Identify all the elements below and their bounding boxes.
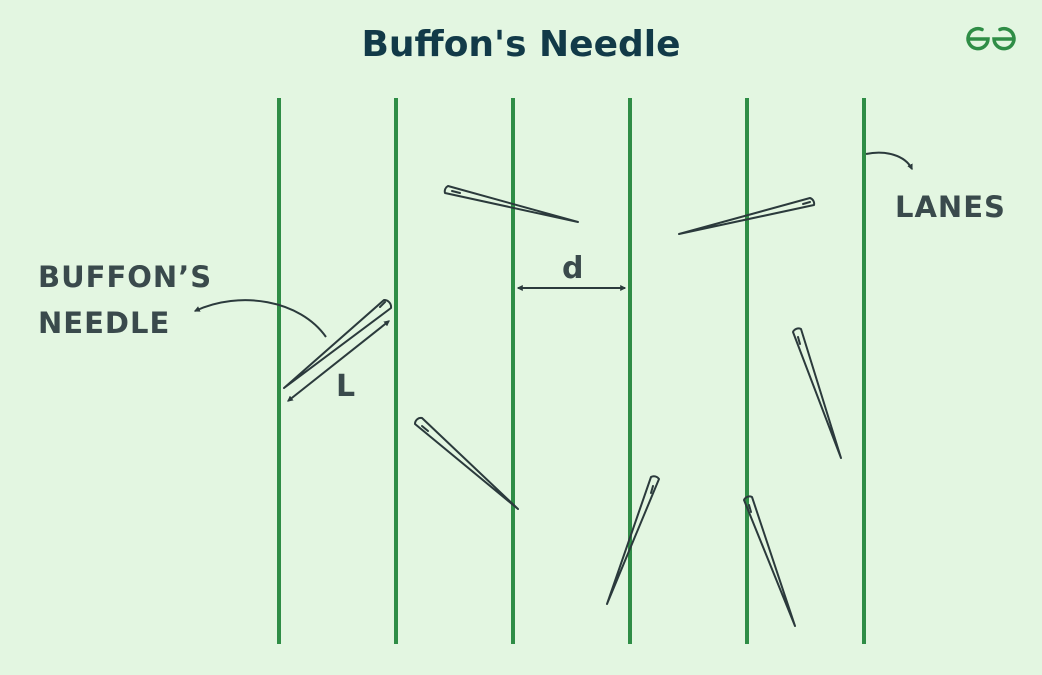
gfg-logo-icon [966,26,1016,51]
needle [413,416,519,510]
buffons-needle-label: BUFFON’S NEEDLE [38,260,213,340]
needle [743,495,796,627]
needle [443,185,579,223]
distance-label: d [562,251,585,286]
needles-group [283,185,842,627]
needle [792,327,842,459]
lanes-label: LANES [895,190,1006,224]
length-arrow [287,320,390,402]
lanes-pointer-arrow [865,151,913,171]
dimension-arrows [193,151,913,402]
needle-pointer-arrow [193,299,327,338]
length-label: L [336,369,357,404]
lanes-group [277,98,866,644]
needle [678,197,816,235]
needle [606,475,660,605]
needle [283,298,393,389]
diagram-title: Buffon's Needle [361,24,681,65]
